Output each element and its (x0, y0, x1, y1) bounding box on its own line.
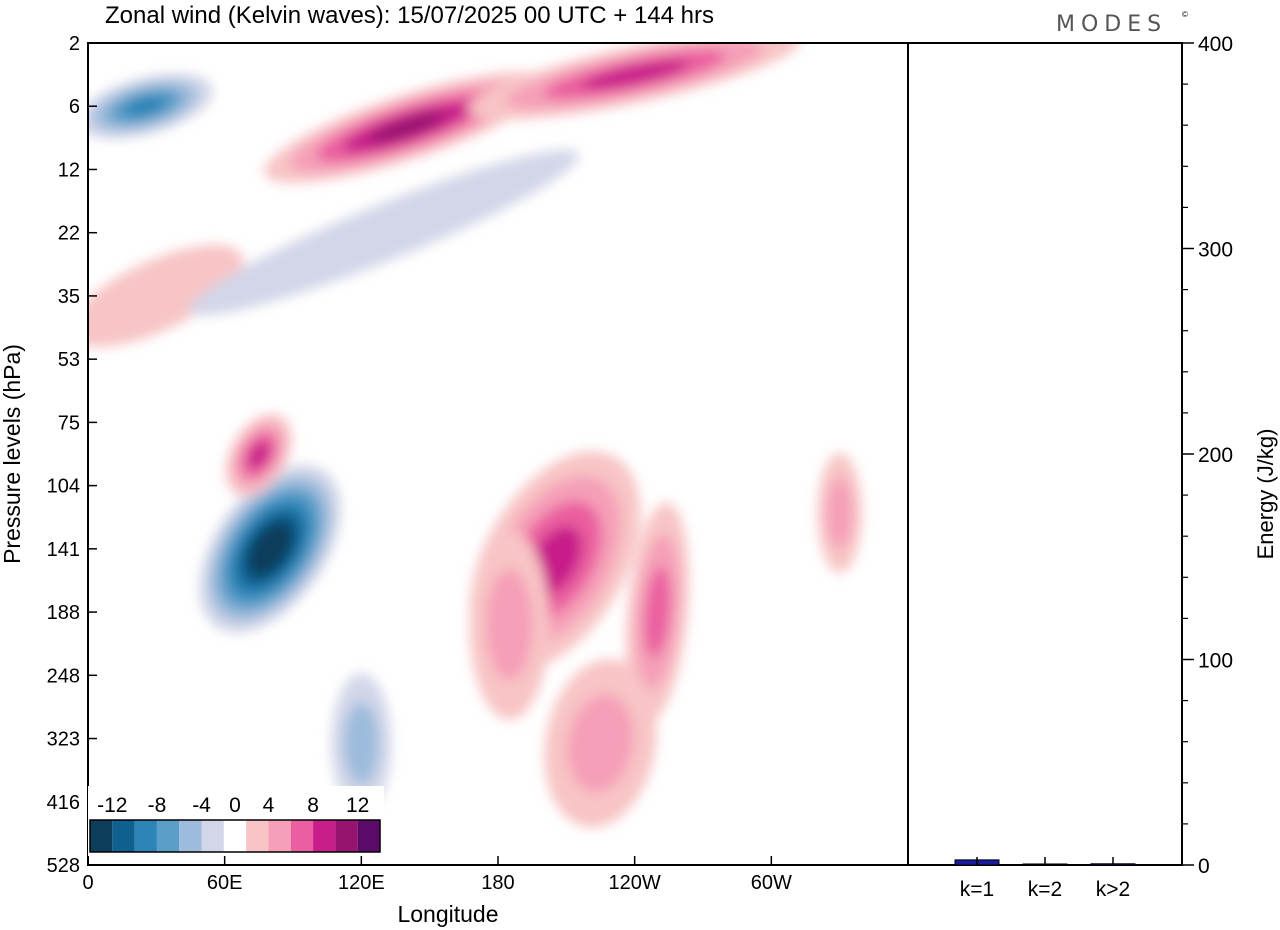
x-tick-label: 60E (207, 872, 243, 894)
y-tick-label: 323 (47, 729, 80, 751)
y-tick-label: 53 (58, 349, 80, 371)
colorbar-swatch (90, 820, 113, 852)
y-tick-label: 12 (58, 159, 80, 181)
y-tick-label: 416 (47, 792, 80, 814)
y-tick-label: 188 (47, 602, 80, 624)
colorbar-tick-label: 8 (307, 794, 319, 817)
x-tick-label: 60W (751, 872, 792, 894)
colorbar-swatch (357, 820, 380, 852)
contour-feature (544, 659, 657, 828)
x-axis-label: Longitude (397, 901, 498, 927)
colorbar-tick-label: -12 (97, 794, 127, 817)
energy-tick-label: 300 (1198, 239, 1233, 262)
energy-category-label: k>2 (1096, 878, 1130, 901)
colorbar-frame (89, 819, 381, 853)
energy-tick-label: 100 (1198, 650, 1233, 673)
colorbar-tick-label: 4 (263, 794, 275, 817)
y-tick-label: 248 (47, 665, 80, 687)
chart-title: Zonal wind (Kelvin waves): 15/07/2025 00… (105, 2, 714, 29)
y-axis-label: Pressure levels (hPa) (0, 344, 25, 564)
y-tick-label: 6 (69, 96, 80, 118)
contour-feature (199, 464, 341, 633)
colorbar: -12 -8 -4 0 4 8 12 (88, 786, 384, 856)
y-tick-label: 104 (47, 476, 80, 498)
y-tick-label: 22 (58, 223, 80, 245)
colorbar-tick-label: 0 (229, 794, 241, 817)
colorbar-swatch (134, 820, 157, 852)
x-tick-label: 0 (82, 872, 93, 894)
colorbar-swatch (290, 820, 314, 852)
colorbar-swatch (112, 820, 135, 852)
energy-axis-label: Energy (J/kg) (1253, 429, 1278, 560)
colorbar-swatch (223, 820, 247, 852)
contour-feature (88, 244, 244, 348)
x-tick-label: 120E (338, 872, 385, 894)
x-tick-label: 120W (609, 872, 661, 894)
colorbar-tick-label: 12 (346, 794, 369, 817)
contour-feature (331, 673, 392, 814)
energy-category-label: k=2 (1028, 878, 1062, 901)
energy-plot-frame (907, 42, 1183, 866)
energy-tick-label: 400 (1198, 33, 1233, 56)
x-tick-label: 180 (481, 872, 514, 894)
colorbar-swatch (313, 820, 336, 852)
contour-feature (88, 73, 213, 139)
contour-feature (469, 529, 550, 720)
y-tick-label: 35 (58, 286, 80, 308)
y-tick-label: 528 (47, 855, 80, 877)
colorbar-swatch (179, 820, 202, 852)
contour-feature (626, 502, 689, 722)
y-tick-label: 2 (69, 33, 80, 55)
energy-tick-label: 0 (1198, 855, 1210, 878)
colorbar-swatch (156, 820, 180, 852)
contour-field (88, 43, 908, 865)
contour-feature (817, 452, 862, 573)
colorbar-swatch (335, 820, 358, 852)
colorbar-swatch (246, 820, 269, 852)
energy-tick-label: 200 (1198, 444, 1233, 467)
y-tick-label: 75 (58, 412, 80, 434)
energy-category-label: k=1 (960, 878, 994, 901)
contour-feature (189, 149, 580, 316)
contour-feature (468, 43, 802, 120)
brand-logo: MODES (1056, 12, 1167, 37)
colorbar-swatch (201, 820, 224, 852)
colorbar-swatch (268, 820, 291, 852)
contour-feature (225, 413, 292, 497)
brand-mark: © (1182, 10, 1188, 19)
colorbar-tick-label: -8 (148, 794, 167, 817)
y-tick-label: 141 (47, 539, 80, 561)
colorbar-tick-label: -4 (192, 794, 211, 817)
